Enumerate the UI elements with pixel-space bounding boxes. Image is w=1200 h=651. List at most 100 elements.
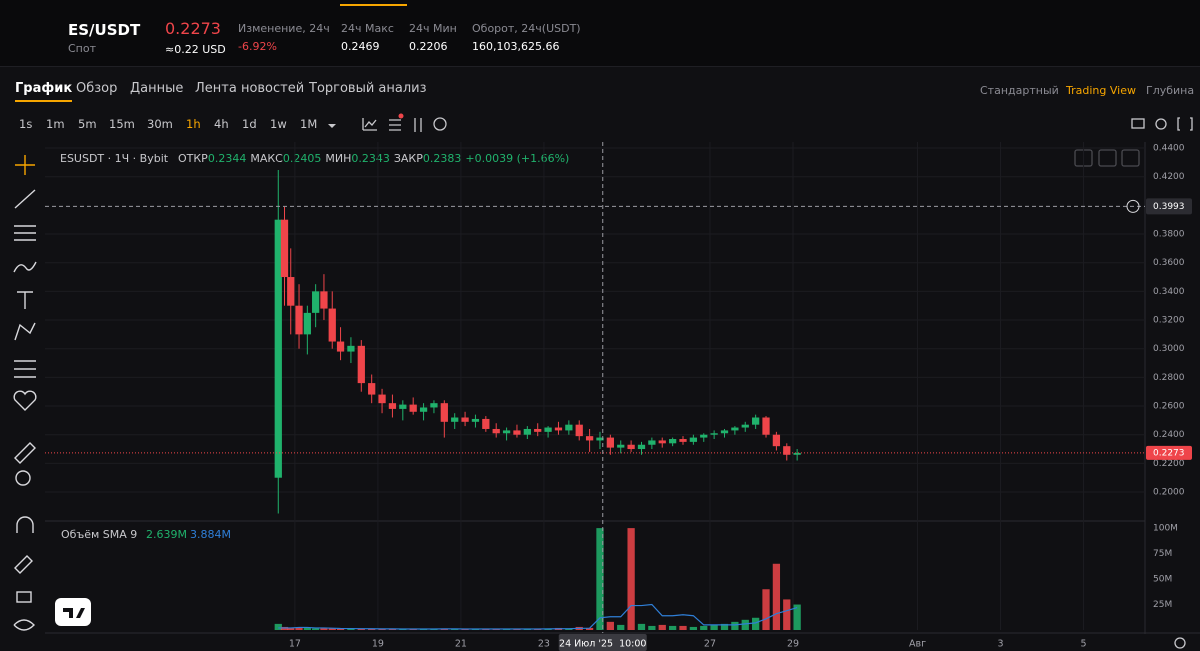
candle-body	[720, 430, 729, 434]
candle-body	[554, 427, 563, 431]
add-alert-button[interactable]	[1126, 199, 1140, 213]
view-option[interactable]: Глубина	[1146, 84, 1195, 97]
hide-tool[interactable]	[13, 619, 35, 631]
candle-body	[585, 436, 594, 441]
chart-type-button[interactable]	[414, 118, 422, 132]
interval[interactable]: 30m	[147, 117, 173, 131]
volume-bar	[793, 604, 801, 630]
pattern-tool[interactable]	[14, 322, 36, 341]
candle-body	[368, 383, 376, 395]
volume-tick-label: 50M	[1153, 575, 1172, 585]
view-option[interactable]: Trading View	[1066, 84, 1136, 97]
volume-name: Объём SMA 9	[61, 528, 137, 541]
zoom-tool[interactable]	[15, 470, 31, 486]
candle-body	[544, 427, 552, 432]
candle-body	[606, 437, 614, 448]
candle-body	[689, 437, 698, 442]
lock-tool[interactable]	[16, 591, 32, 603]
volume-bar	[668, 625, 677, 630]
stat-value: 0.2206	[409, 40, 448, 53]
trendline-tool[interactable]	[14, 189, 36, 209]
axis-settings-button[interactable]	[1174, 637, 1186, 649]
volume-bar	[320, 628, 328, 630]
volume-bar	[720, 623, 729, 630]
prediction-tool[interactable]	[14, 360, 36, 378]
indicators-button[interactable]	[362, 118, 377, 131]
candle-body	[596, 437, 604, 441]
tab[interactable]: Лента новостей	[195, 81, 305, 96]
icon-tool[interactable]	[13, 390, 37, 411]
candle-body	[492, 428, 500, 434]
templates-button[interactable]	[389, 119, 401, 131]
volume-bar	[544, 628, 552, 630]
y-tick-label: 0.3400	[1153, 287, 1185, 297]
tab[interactable]: График	[15, 81, 73, 102]
screenshot-button[interactable]	[1131, 118, 1145, 129]
price-usd: ≈0.22 USD	[165, 43, 226, 56]
interval[interactable]: 1s	[19, 117, 33, 131]
interval-dropdown[interactable]	[328, 124, 336, 128]
volume-bar	[596, 528, 604, 630]
ruler-tool[interactable]	[14, 442, 36, 464]
volume-bar	[648, 625, 656, 630]
candle-body	[523, 428, 531, 435]
ohlc-label: ЗАКР	[394, 152, 423, 165]
volume-bar	[627, 528, 635, 630]
volume-bar	[710, 624, 718, 630]
interval[interactable]: 1d	[242, 117, 257, 131]
tab[interactable]: Данные	[130, 81, 184, 96]
add-button[interactable]	[433, 117, 447, 131]
tab[interactable]: Обзор	[76, 81, 118, 96]
x-tick-label: 21	[455, 639, 467, 650]
candle-body	[287, 277, 295, 306]
interval[interactable]: 5m	[78, 117, 97, 131]
brush-tool[interactable]	[13, 261, 37, 273]
lock-drawings-tool[interactable]	[14, 555, 33, 574]
volume-bar	[328, 628, 336, 630]
settings-button[interactable]	[1155, 118, 1167, 130]
drawing-toolbar[interactable]	[13, 155, 37, 631]
fib-tool[interactable]	[14, 225, 36, 241]
volume-bar	[295, 627, 303, 630]
tab[interactable]: Торговый анализ	[309, 81, 427, 96]
refresh-button[interactable]	[1121, 149, 1140, 167]
y-tick-label: 0.2200	[1153, 459, 1185, 469]
candle-body	[617, 444, 625, 448]
collapse-button[interactable]	[1098, 149, 1117, 167]
interval[interactable]: 4h	[214, 117, 229, 131]
market: Спот	[68, 42, 97, 55]
view-option[interactable]: Стандартный	[980, 84, 1059, 97]
candle-body	[741, 424, 749, 428]
volume-bar	[606, 621, 614, 630]
interval[interactable]: 15m	[109, 117, 135, 131]
fullscreen-button[interactable]	[1177, 117, 1193, 131]
x-tick-label: 19	[372, 639, 384, 650]
volume-bar	[700, 625, 708, 630]
stat-value: 0.2469	[341, 40, 380, 53]
interval[interactable]: 1w	[270, 117, 287, 131]
volume-bar	[731, 621, 739, 630]
volume-tick-label: 25M	[1153, 600, 1172, 610]
magnet-tool[interactable]	[16, 516, 34, 533]
alert-dot	[398, 113, 404, 119]
stat-label: 24ч Мин	[409, 22, 457, 35]
volume-bar	[274, 623, 282, 630]
crosshair-tool[interactable]	[15, 155, 35, 175]
pair[interactable]: ES/USDT	[68, 21, 141, 39]
x-tick-label: 29	[787, 639, 799, 650]
chart-toolbar[interactable]	[362, 117, 1193, 649]
candle-body	[772, 434, 781, 447]
candle-body	[312, 291, 320, 313]
interval[interactable]: 1h	[186, 117, 201, 131]
candles	[274, 169, 801, 514]
text-tool[interactable]	[17, 291, 33, 309]
crosshair-time-label: 24 Июл '25 10:00	[559, 639, 646, 650]
candle-body	[482, 418, 490, 429]
interval[interactable]: 1M	[300, 117, 318, 131]
volume-bar	[388, 628, 397, 630]
interval[interactable]: 1m	[46, 117, 65, 131]
y-tick-label: 0.2400	[1153, 430, 1185, 440]
y-tick-label: 0.2800	[1153, 373, 1185, 383]
